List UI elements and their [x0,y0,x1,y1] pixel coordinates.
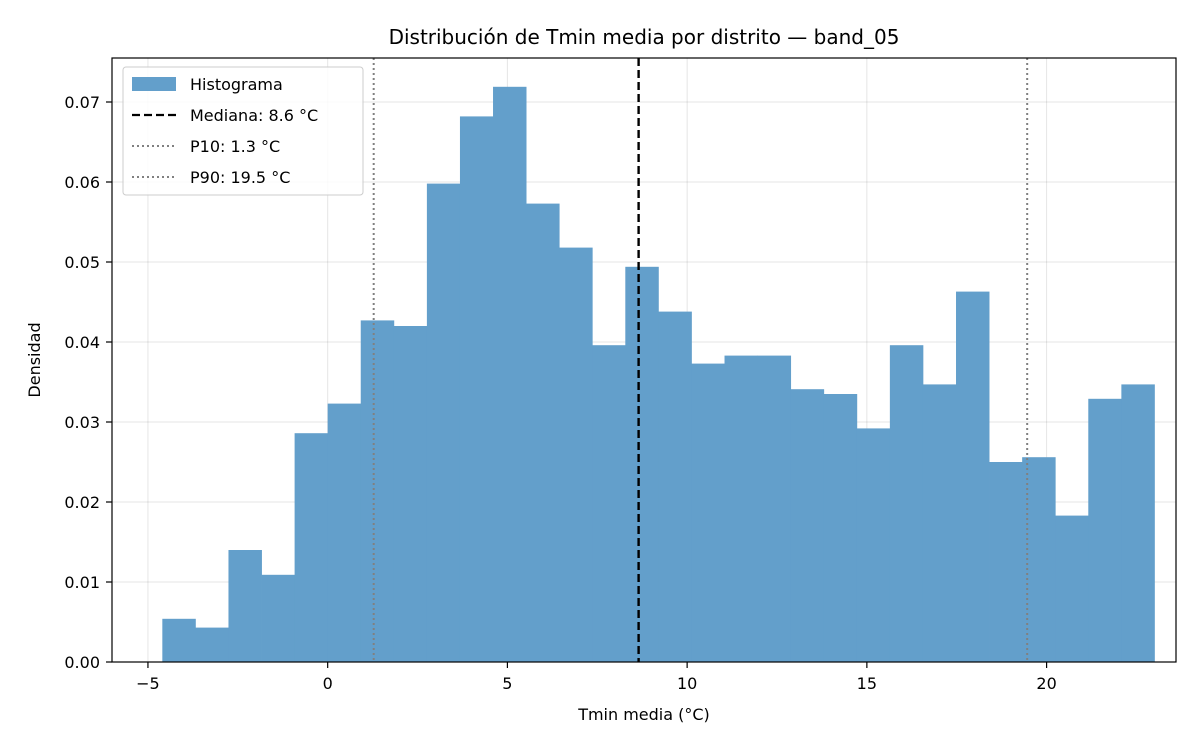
histogram-bar-11 [526,203,560,662]
histogram-bar-6 [360,320,395,662]
histogram-bar-1 [195,627,229,662]
plot-frame [111,57,1177,663]
histogram-bar-10 [493,86,527,663]
y-tick-label-4: 0.04 [64,333,100,352]
x-axis: −5 0 5 10 15 20 [136,662,1057,693]
histogram-bars [162,86,1155,663]
histogram-bar-28 [1088,398,1122,662]
legend-p90-label: P90: 19.5 °C [190,168,290,187]
histogram-bar-27 [1055,515,1089,662]
y-tick-label-6: 0.06 [64,173,100,192]
y-tick-label-5: 0.05 [64,253,100,272]
x-tick-label-0: −5 [136,674,160,693]
y-tick-label-1: 0.01 [64,573,100,592]
legend-p10-label: P10: 1.3 °C [190,137,280,156]
chart-title: Distribución de Tmin media por distrito … [389,25,900,49]
histogram-bar-15 [658,311,692,662]
y-axis-label: Densidad [25,322,44,397]
histogram-bar-25 [989,462,1023,662]
histogram-bar-23 [922,384,957,662]
y-tick-label-0: 0.00 [64,653,100,672]
histogram-bar-29 [1121,384,1155,662]
histogram-bar-12 [559,247,593,662]
histogram-bar-22 [889,345,924,662]
histogram-bar-13 [592,345,626,662]
histogram-bar-18 [757,355,792,662]
x-tick-label-4: 15 [857,674,877,693]
y-tick-label-3: 0.03 [64,413,100,432]
x-tick-label-2: 5 [502,674,512,693]
histogram-bar-20 [823,394,858,662]
histogram-bar-8 [426,183,461,662]
histogram-bar-4 [294,433,329,662]
legend: Histograma Mediana: 8.6 °C P10: 1.3 °C P… [122,66,364,196]
histogram-bar-2 [228,550,262,662]
histogram-bar-0 [162,618,196,662]
x-tick-label-5: 20 [1036,674,1056,693]
histogram-bar-14 [625,266,659,662]
histogram-bar-9 [459,116,494,662]
histogram-bar-21 [856,428,891,662]
histogram-bar-17 [724,355,758,662]
histogram-bar-19 [790,389,825,662]
histogram-bar-16 [691,363,725,662]
histogram-bar-5 [327,403,362,662]
histogram-bar-24 [956,291,990,662]
y-axis: 0.00 0.01 0.02 0.03 0.04 0.05 0.06 0.07 [64,93,112,672]
y-tick-label-2: 0.02 [64,493,100,512]
legend-histogram-label: Histograma [190,75,283,94]
legend-frame [122,66,364,196]
x-axis-label: Tmin media (°C) [577,705,710,724]
histogram-bar-3 [261,574,296,662]
x-tick-label-1: 0 [323,674,333,693]
y-tick-label-7: 0.07 [64,93,100,112]
histogram-bar-7 [393,326,428,662]
legend-median-label: Mediana: 8.6 °C [190,106,318,125]
x-tick-label-3: 10 [677,674,697,693]
legend-histogram-swatch [132,77,176,91]
reference-lines [372,58,1029,662]
